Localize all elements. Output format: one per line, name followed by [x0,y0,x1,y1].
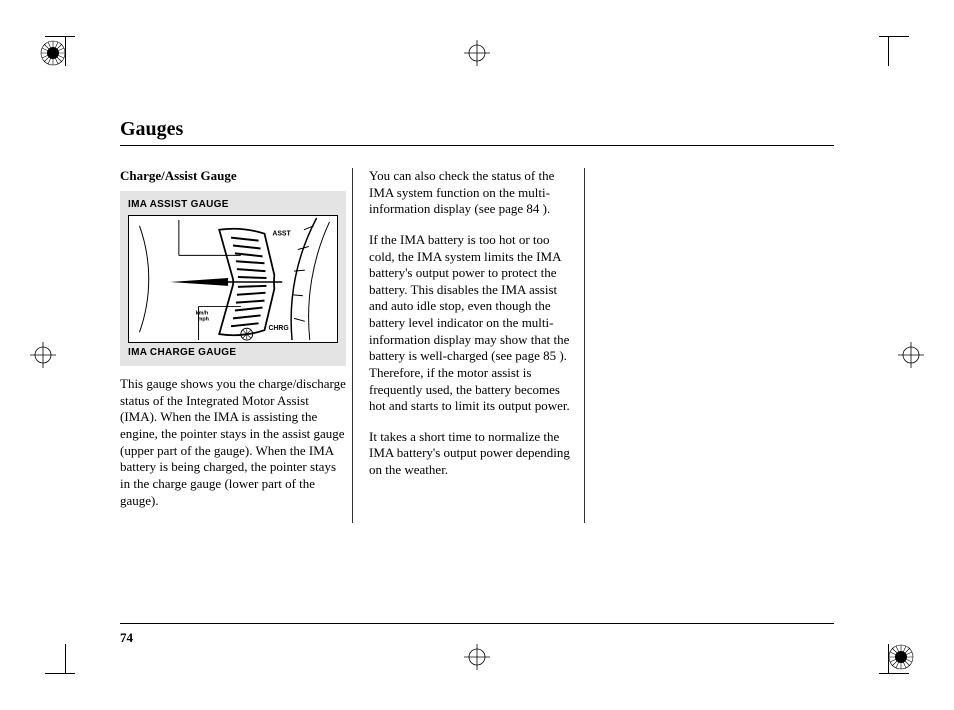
body-paragraph: It takes a short time to normalize the I… [369,429,578,479]
registration-mark-right [898,342,924,368]
page-title: Gauges [120,118,834,146]
column-1: Charge/Assist Gauge IMA ASSIST GAUGE [120,168,352,523]
body-paragraph: If the IMA battery is too hot or too col… [369,232,578,415]
registration-mark-top [464,40,490,66]
column-3 [584,168,816,523]
gauge-figure: IMA ASSIST GAUGE [120,191,346,367]
registration-mark-bottom [464,644,490,670]
figure-label-top: IMA ASSIST GAUGE [128,199,338,212]
column-2: You can also check the status of the IMA… [352,168,584,523]
asst-label: ASST [272,231,291,238]
page-content: Gauges Charge/Assist Gauge IMA ASSIST GA… [120,118,834,620]
page-number: 74 [120,623,834,646]
svg-text:mph: mph [198,317,209,323]
starburst-mark-bottom-right [886,642,916,672]
figure-label-bottom: IMA CHARGE GAUGE [128,347,338,360]
chrg-label: CHRG [268,326,288,333]
body-paragraph: This gauge shows you the charge/discharg… [120,376,346,509]
registration-mark-left [30,342,56,368]
starburst-mark-top-left [38,38,68,68]
column-layout: Charge/Assist Gauge IMA ASSIST GAUGE [120,168,834,523]
gauge-illustration: ASST CHRG km/h mph [128,215,338,343]
section-heading: Charge/Assist Gauge [120,168,346,185]
body-paragraph: You can also check the status of the IMA… [369,168,578,218]
